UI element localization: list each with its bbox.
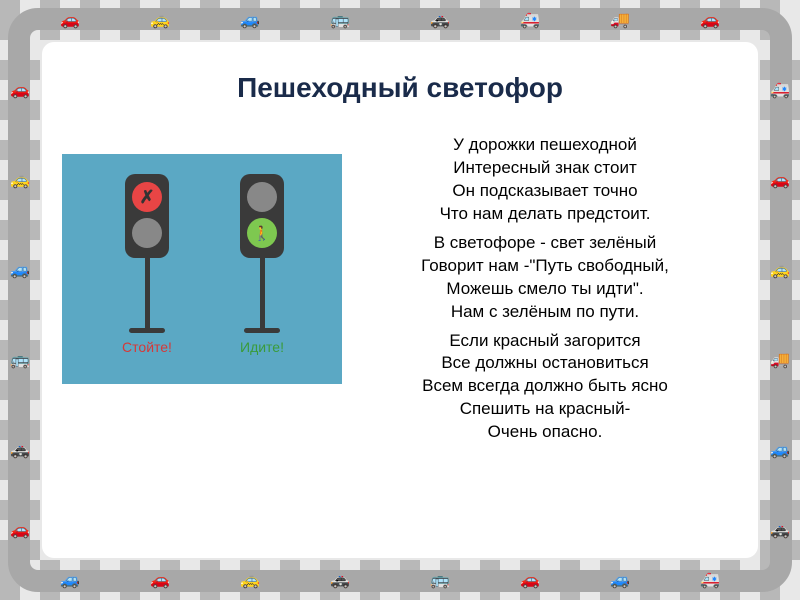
- page-title: Пешеходный светофор: [62, 72, 738, 104]
- border-car-icon: 🚙: [610, 570, 630, 590]
- border-car-icon: 🚌: [430, 570, 450, 590]
- border-car-icon: 🚗: [700, 10, 720, 30]
- border-car-icon: 🚗: [10, 80, 30, 100]
- border-car-icon: 🚕: [770, 260, 790, 280]
- poem-line: Всем всегда должно быть ясно: [422, 376, 668, 395]
- poem-stanza-2: В светофоре - свет зелёный Говорит нам -…: [362, 232, 728, 324]
- border-car-icon: 🚙: [770, 440, 790, 460]
- signal-stop-label: Стойте!: [102, 339, 192, 355]
- poem-line: Он подсказывает точно: [452, 181, 637, 200]
- poem-line: В светофоре - свет зелёный: [434, 233, 657, 252]
- poem-line: Очень опасно.: [488, 422, 603, 441]
- poem-line: Если красный загорится: [449, 331, 640, 350]
- signal-go: 🚶 Идите!: [217, 174, 307, 355]
- poem-line: Спешить на красный-: [460, 399, 631, 418]
- border-car-icon: 🚚: [770, 350, 790, 370]
- poem-line: Можешь смело ты идти".: [446, 279, 643, 298]
- border-car-icon: 🚗: [520, 570, 540, 590]
- border-car-icon: 🚗: [60, 10, 80, 30]
- poem-line: Что нам делать предстоит.: [440, 204, 651, 223]
- signal-stop-red-lamp: ✗: [132, 182, 162, 212]
- border-car-icon: 🚌: [10, 350, 30, 370]
- border-car-icon: 🚓: [330, 570, 350, 590]
- poem-line: Говорит нам -"Путь свободный,: [421, 256, 669, 275]
- poem-stanza-1: У дорожки пешеходной Интересный знак сто…: [362, 134, 728, 226]
- border-car-icon: 🚕: [150, 10, 170, 30]
- signal-stop: ✗ Стойте!: [102, 174, 192, 355]
- signal-stop-head: ✗: [125, 174, 169, 258]
- signal-go-pole: [260, 258, 265, 328]
- poem: У дорожки пешеходной Интересный знак сто…: [362, 134, 738, 450]
- signal-go-base: [244, 328, 280, 333]
- border-car-icon: 🚗: [10, 520, 30, 540]
- border-car-icon: 🚙: [240, 10, 260, 30]
- border-car-icon: 🚚: [610, 10, 630, 30]
- border-car-icon: 🚓: [430, 10, 450, 30]
- border-car-icon: 🚌: [330, 10, 350, 30]
- border-car-icon: 🚓: [770, 520, 790, 540]
- border-car-icon: 🚕: [240, 570, 260, 590]
- poem-stanza-3: Если красный загорится Все должны остано…: [362, 330, 728, 445]
- content-panel: Пешеходный светофор ✗ Стойте! 🚶: [42, 42, 758, 558]
- signal-go-label: Идите!: [217, 339, 307, 355]
- poem-line: Нам с зелёным по пути.: [451, 302, 639, 321]
- walk-figure-icon: 🚶: [253, 226, 270, 240]
- traffic-light-illustration: ✗ Стойте! 🚶 Идите!: [62, 154, 342, 384]
- poem-line: У дорожки пешеходной: [453, 135, 637, 154]
- border-car-icon: 🚑: [520, 10, 540, 30]
- border-car-icon: 🚙: [10, 260, 30, 280]
- signal-go-head: 🚶: [240, 174, 284, 258]
- border-car-icon: 🚑: [700, 570, 720, 590]
- poem-line: Интересный знак стоит: [453, 158, 637, 177]
- border-car-icon: 🚙: [60, 570, 80, 590]
- main-row: ✗ Стойте! 🚶 Идите!: [62, 134, 738, 450]
- signal-stop-off-lamp: [132, 218, 162, 248]
- border-car-icon: 🚗: [770, 170, 790, 190]
- signal-stop-pole: [145, 258, 150, 328]
- border-car-icon: 🚗: [150, 570, 170, 590]
- signal-stop-base: [129, 328, 165, 333]
- border-car-icon: 🚕: [10, 170, 30, 190]
- stop-figure-icon: ✗: [139, 188, 154, 206]
- border-car-icon: 🚓: [10, 440, 30, 460]
- signal-go-off-lamp: [247, 182, 277, 212]
- border-car-icon: 🚑: [770, 80, 790, 100]
- poem-line: Все должны остановиться: [441, 353, 648, 372]
- signal-go-green-lamp: 🚶: [247, 218, 277, 248]
